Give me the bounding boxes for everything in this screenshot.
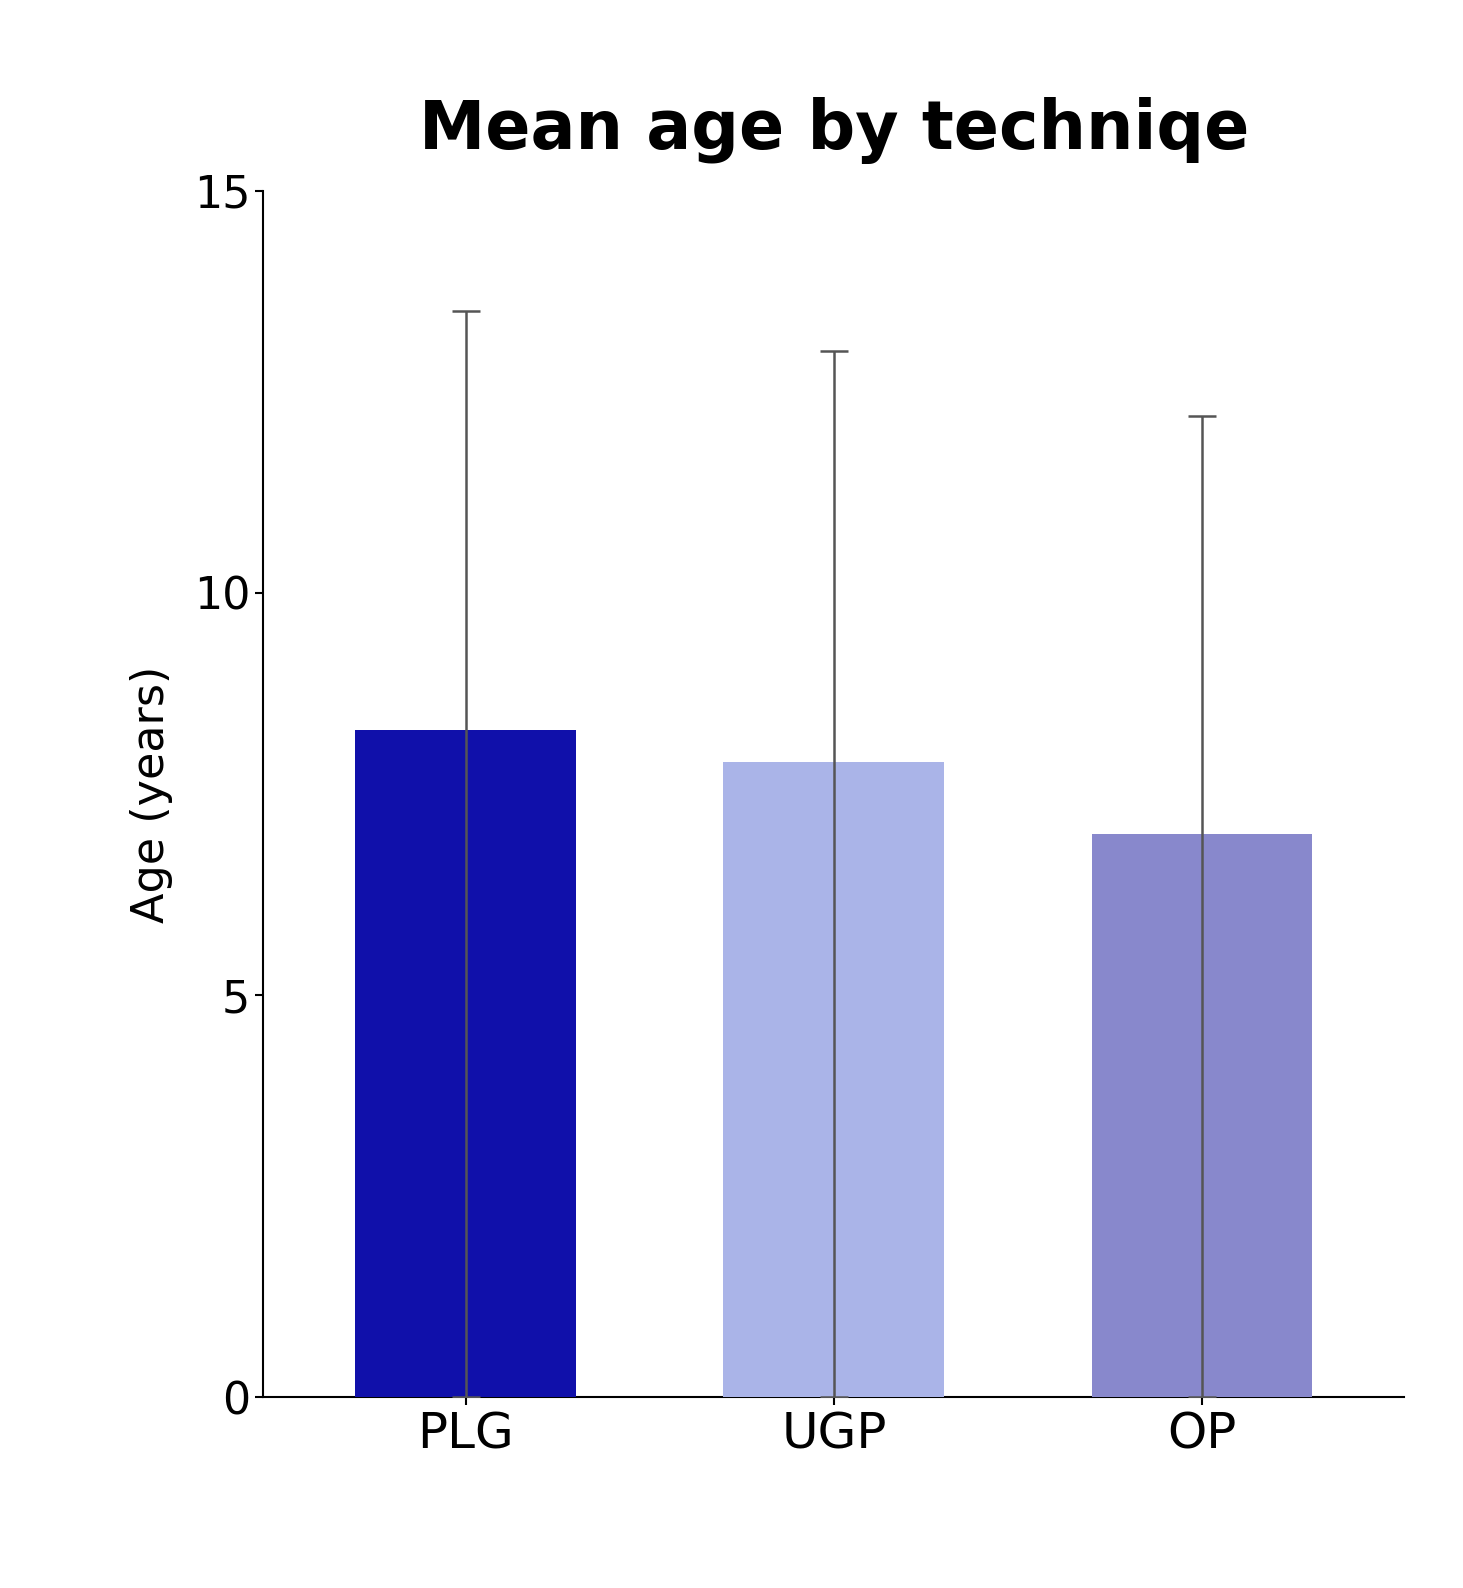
- Bar: [1091, 834, 1312, 1397]
- Y-axis label: Age (years): Age (years): [130, 665, 173, 923]
- Title: Mean age by techniqe: Mean age by techniqe: [418, 97, 1249, 164]
- Bar: [356, 729, 576, 1397]
- Bar: [724, 762, 944, 1397]
